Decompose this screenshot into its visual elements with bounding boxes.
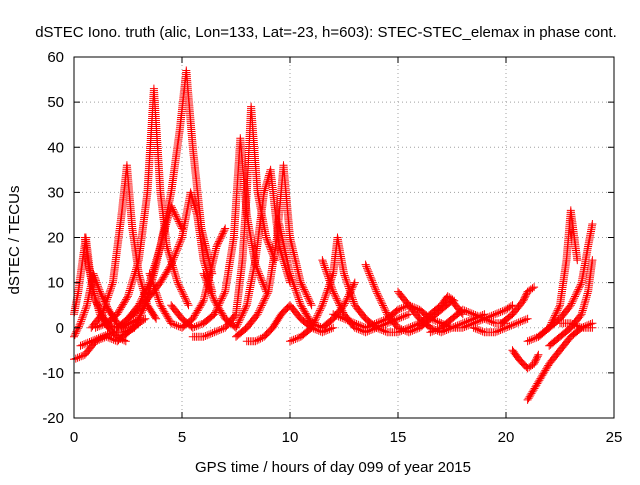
data-series-13 (199, 165, 294, 332)
x-tick-label: 15 (390, 429, 407, 446)
series-markers (124, 188, 217, 323)
data-series-32 (556, 319, 597, 332)
y-tick-label: -10 (42, 365, 64, 382)
data-series-24 (437, 301, 517, 332)
series-markers (497, 283, 539, 328)
series-markers (199, 165, 294, 332)
series-markers (87, 161, 161, 332)
y-axis-label: dSTEC / TECUs (6, 186, 23, 295)
data-series-group (70, 66, 597, 404)
chart-title: dSTEC Iono. truth (alic, Lon=133, Lat=-2… (35, 24, 617, 41)
data-series-27 (508, 346, 543, 373)
y-tick-label: 60 (47, 49, 64, 66)
x-tick-label: 10 (282, 429, 299, 446)
data-series-30 (534, 220, 597, 341)
y-tick-label: 50 (47, 94, 64, 111)
x-tick-label: 20 (498, 429, 515, 446)
y-tick-label: 10 (47, 275, 64, 292)
series-markers (508, 346, 543, 373)
data-series-25 (469, 314, 532, 337)
y-tick-label: 20 (47, 230, 64, 247)
series-markers (556, 319, 597, 332)
series-markers (318, 256, 413, 337)
y-tick-label: -20 (42, 410, 64, 427)
x-tick-label: 0 (70, 429, 78, 446)
series-markers (469, 314, 532, 337)
x-tick-label: 25 (606, 429, 623, 446)
data-series-5 (87, 161, 161, 332)
y-tick-label: 40 (47, 139, 64, 156)
data-series-14 (232, 161, 316, 341)
y-tick-label: 0 (56, 320, 64, 337)
axis-ticks: 0 5 10 15 20 25 -20 -10 0 10 20 30 40 50 60 (42, 49, 622, 446)
series-markers (437, 301, 517, 332)
series-markers (372, 292, 459, 337)
x-axis-label: GPS time / hours of day 099 of year 2015 (195, 459, 471, 476)
series-markers (91, 84, 193, 332)
series-markers (534, 220, 597, 341)
data-series-18 (318, 256, 413, 337)
y-tick-label: 30 (47, 184, 64, 201)
series-markers (232, 161, 316, 341)
x-tick-label: 5 (178, 429, 186, 446)
data-series-26 (497, 283, 539, 328)
data-series-6 (91, 84, 193, 332)
data-series-9 (124, 188, 217, 323)
data-series-22 (372, 292, 459, 337)
